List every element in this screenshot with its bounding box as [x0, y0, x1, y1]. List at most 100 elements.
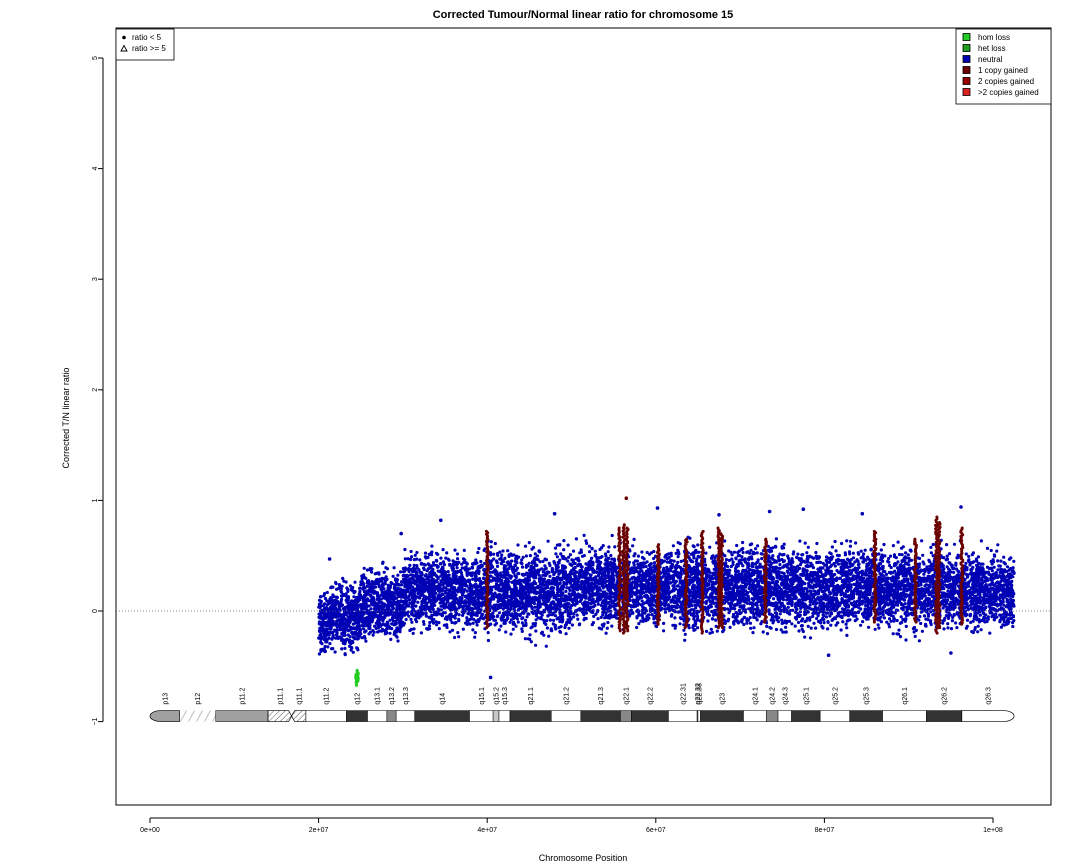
neutral-point	[349, 603, 353, 607]
neutral-point	[436, 576, 440, 581]
neutral-point	[355, 603, 359, 607]
neutral-point	[340, 584, 344, 588]
neutral-point	[317, 629, 322, 633]
neutral-point	[387, 585, 391, 589]
neutral-point	[347, 624, 351, 628]
neutral-point	[384, 566, 388, 570]
neutral-point	[604, 596, 608, 600]
neutral-point	[512, 579, 516, 584]
neutral-point	[628, 570, 633, 574]
neutral-point	[501, 593, 505, 597]
neutral-point	[338, 613, 343, 617]
neutral-point	[478, 577, 482, 581]
neutral-point	[395, 635, 399, 639]
neutral-point	[516, 592, 520, 597]
neutral-point	[324, 640, 328, 644]
neutral-point	[563, 557, 567, 561]
neutral-point	[482, 587, 486, 592]
neutral-point	[389, 637, 393, 642]
neutral-point	[382, 577, 386, 581]
neutral-point	[433, 612, 437, 616]
neutral-point	[576, 595, 581, 599]
neutral-point	[500, 589, 504, 593]
neutral-point	[403, 557, 407, 561]
neutral-point	[556, 560, 560, 565]
neutral-point	[524, 603, 528, 607]
neutral-point	[323, 649, 327, 653]
neutral-point	[651, 589, 655, 593]
neutral-point	[446, 595, 450, 600]
neutral-point	[455, 571, 459, 575]
neutral-point	[574, 581, 578, 585]
neutral-point	[350, 615, 355, 619]
neutral-point	[586, 589, 591, 593]
neutral-point	[584, 601, 589, 606]
neutral-point	[555, 555, 560, 559]
neutral-point	[493, 568, 497, 573]
neutral-point	[340, 638, 344, 643]
neutral-point	[604, 557, 608, 562]
neutral-point	[638, 594, 642, 598]
neutral-point	[329, 625, 333, 630]
neutral-point	[351, 635, 355, 639]
neutral-point	[567, 555, 571, 559]
neutral-point	[551, 593, 555, 597]
neutral-point	[395, 578, 399, 582]
neutral-point	[556, 591, 560, 595]
neutral-point	[341, 624, 345, 628]
neutral-point	[417, 611, 422, 616]
neutral-point	[708, 545, 712, 549]
neutral-point	[649, 566, 653, 570]
neutral-point	[499, 574, 503, 578]
neutral-point	[498, 557, 502, 561]
neutral-point	[528, 633, 532, 637]
neutral-point	[465, 622, 469, 627]
neutral-point	[442, 569, 447, 574]
neutral-point	[318, 626, 322, 630]
neutral-point	[696, 626, 700, 630]
neutral-point	[425, 603, 429, 608]
neutral-point	[338, 620, 342, 624]
neutral-point	[446, 570, 450, 574]
neutral-point	[696, 543, 700, 547]
neutral-point	[581, 590, 585, 594]
neutral-point	[381, 617, 385, 621]
neutral-point	[422, 620, 426, 624]
neutral-point	[415, 550, 419, 555]
neutral-point	[512, 553, 516, 557]
neutral-point	[648, 577, 652, 581]
neutral-point	[402, 611, 406, 615]
neutral-point	[676, 584, 680, 588]
neutral-point	[521, 555, 525, 559]
neutral-point	[566, 559, 570, 563]
neutral-point	[588, 550, 592, 554]
neutral-point	[369, 616, 373, 621]
neutral-point	[572, 612, 576, 616]
neutral-point	[358, 589, 362, 594]
neutral-point	[383, 581, 387, 585]
neutral-point	[392, 566, 396, 570]
neutral-point	[349, 627, 353, 631]
neutral-point	[317, 612, 321, 616]
neutral-point	[318, 604, 322, 608]
neutral-point	[501, 549, 505, 553]
neutral-point	[400, 583, 404, 587]
neutral-point	[365, 568, 369, 572]
neutral-point	[455, 597, 459, 601]
neutral-point	[348, 621, 352, 625]
neutral-point	[468, 622, 472, 626]
neutral-point	[353, 626, 357, 631]
neutral-point	[346, 628, 350, 632]
neutral-point	[641, 561, 645, 565]
neutral-point	[457, 617, 461, 621]
neutral-point	[367, 582, 371, 586]
neutral-point	[333, 650, 337, 654]
neutral-point	[565, 602, 569, 606]
neutral-point	[417, 568, 421, 572]
neutral-point	[346, 599, 350, 603]
neutral-point	[532, 588, 536, 592]
neutral-point	[398, 630, 402, 634]
neutral-point	[474, 558, 478, 562]
neutral-point	[566, 543, 570, 547]
neutral-point	[422, 622, 426, 626]
